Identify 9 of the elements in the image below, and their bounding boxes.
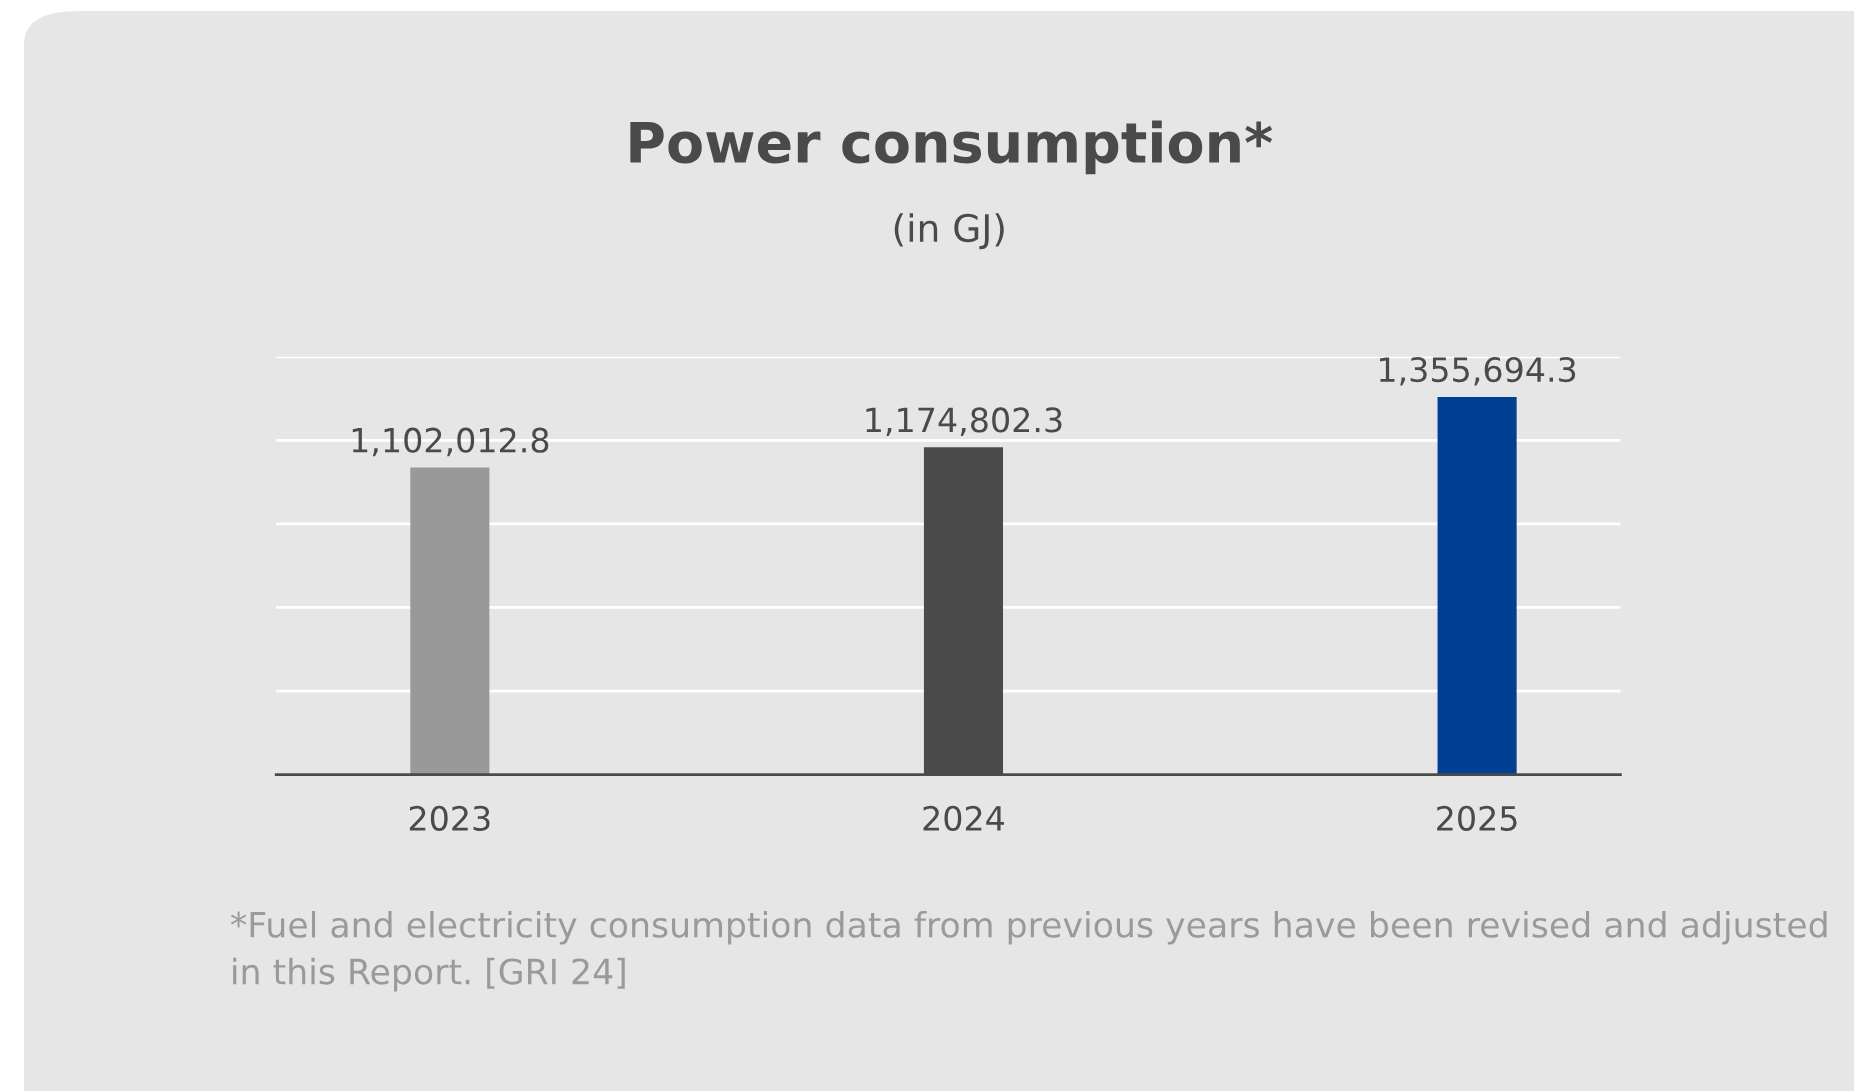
x-tick-label: 2024	[923, 805, 1005, 831]
data-label: 1,102,012.8	[352, 427, 549, 457]
data-label: 1,174,802.3	[866, 407, 1062, 436]
chart-title: Power consumption*	[630, 120, 1273, 175]
x-tick-label: 2025	[1437, 805, 1517, 831]
data-label: 1,355,694.3	[1380, 356, 1576, 386]
chart-subtitle: (in GJ)	[894, 213, 1004, 250]
x-tick-label: 2023	[409, 805, 490, 831]
text: *Fuel and electricity consumption data from previous years have been revised and adjusted in this Report. [GRI 24]	[230, 910, 1827, 992]
